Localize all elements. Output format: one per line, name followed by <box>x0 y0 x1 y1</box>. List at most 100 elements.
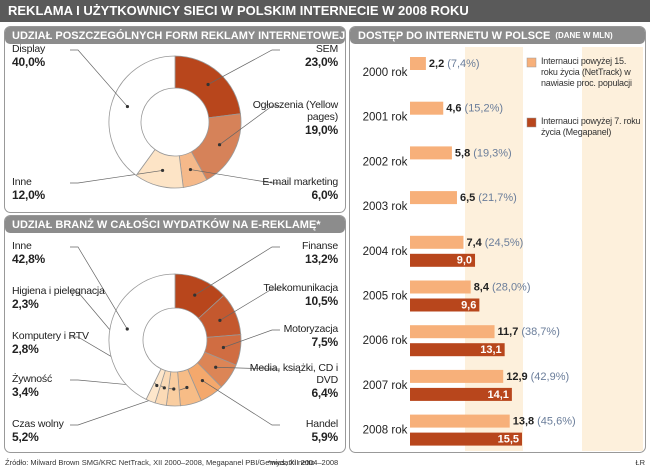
slice-label: SEM 23,0% <box>218 43 338 69</box>
value-label: 5,8 (19,3%) <box>455 147 512 159</box>
leader-line <box>70 49 128 107</box>
share-label: (19,3%) <box>473 147 512 159</box>
value-label: 12,9 (42,9%) <box>506 371 569 383</box>
value-label: 5,9% <box>311 430 338 444</box>
panel <box>4 215 346 453</box>
value-label: 13,1 <box>480 344 501 356</box>
value-label: 3,4% <box>12 385 39 399</box>
stripe <box>582 47 643 451</box>
y-tick-label: 2003 rok <box>363 201 408 213</box>
source: Źródło: Milward Brown SMG/KRC NetTrack, … <box>5 458 338 467</box>
slice-label: Telekomunikacja 10,5% <box>218 282 338 308</box>
leader-dot <box>188 167 193 172</box>
stripe <box>465 47 523 451</box>
bar <box>410 298 480 312</box>
share-label: (7,4%) <box>447 58 479 70</box>
value-label: 9,0 <box>457 255 472 267</box>
leader-line <box>190 169 280 184</box>
y-tick-label: 2002 rok <box>363 156 408 168</box>
leader-dot <box>155 383 159 388</box>
value-label: 4,6 <box>446 103 461 115</box>
y-tick-label: 2008 rok <box>363 425 408 437</box>
value-label: 12,9 <box>506 371 527 383</box>
y-tick-label: 2007 rok <box>363 380 408 392</box>
y-tick-label: 2000 rok <box>363 67 408 79</box>
value-label: 6,5 <box>460 192 475 204</box>
value-label: 11,7 (38,7%) <box>498 326 560 338</box>
slice-label: Komputery i RTV 2,8% <box>12 330 122 356</box>
leader-dot <box>162 386 166 390</box>
value-label: 4,6 (15,2%) <box>446 103 503 115</box>
chart-title: UDZIAŁ BRANŻ W CAŁOŚCI WYDATKÓW NA E-REK… <box>12 218 321 231</box>
panel-header <box>350 27 645 44</box>
slice-label: Handel 5,9% <box>218 418 338 444</box>
leader-line <box>215 366 280 370</box>
share-label: (42,9%) <box>531 371 570 383</box>
slice-label: Media, książki, CD i DVD 6,4% <box>218 362 338 400</box>
share-label: (45,6%) <box>537 416 576 428</box>
value-label: 10,5% <box>304 294 338 308</box>
category-label: Higiena i pielęgnacja <box>12 285 105 297</box>
leader-dot <box>125 104 130 109</box>
bar <box>410 432 522 446</box>
category-label: Żywność <box>12 373 53 385</box>
chart-subtitle: (DANE W MLN) <box>555 31 613 40</box>
leader-line <box>70 170 163 184</box>
slice-label: Higiena i pielęgnacja 2,3% <box>12 285 122 311</box>
bar <box>410 235 464 249</box>
chart-title: DOSTĘP DO INTERNETU W POLSCE (DANE W MLN) <box>358 30 613 42</box>
legend-swatch <box>526 117 537 128</box>
category-label: Handel <box>305 418 338 430</box>
bar <box>410 369 504 383</box>
leader-dot <box>185 385 189 390</box>
leader-dot <box>218 318 222 322</box>
bar <box>410 191 457 205</box>
leader-dot <box>217 143 222 147</box>
share-label: (28,0%) <box>492 281 531 293</box>
leader-dot <box>160 168 165 173</box>
slice-label: Inne 12,0% <box>12 176 122 202</box>
value-label: 8,4 (28,0%) <box>474 281 531 293</box>
slice-label: Finanse 13,2% <box>218 240 338 266</box>
category-label: Media, książki, CD i DVD <box>249 362 338 386</box>
category-label: Komputery i RTV <box>12 330 89 342</box>
panel-header <box>5 216 345 233</box>
category-label: Finanse <box>302 240 338 252</box>
share-label: (15,2%) <box>465 103 504 115</box>
share-label: (21,7%) <box>478 192 517 204</box>
chart-title: UDZIAŁ POSZCZEGÓLNYCH FORM REKLAMY INTER… <box>12 29 345 42</box>
value-label: 2,3% <box>12 297 39 311</box>
y-tick-label: 2001 rok <box>363 112 408 124</box>
footnote: *wydatki netto <box>268 458 315 467</box>
slice-label: Display 40,0% <box>12 43 122 69</box>
value-label: 12,0% <box>12 188 46 202</box>
leader-line <box>219 288 280 321</box>
value-label: 7,5% <box>311 335 338 349</box>
value-label: 42,8% <box>12 252 46 266</box>
leader-line <box>194 246 280 296</box>
title-text: DOSTĘP DO INTERNETU W POLSCE <box>358 30 550 42</box>
value-label: 5,8 <box>455 147 470 159</box>
value-label: 14,1 <box>487 389 508 401</box>
slice-label: Żywność 3,4% <box>12 373 122 399</box>
value-label: 23,0% <box>304 55 338 69</box>
leader-line <box>70 246 128 330</box>
value-label: 6,5 (21,7%) <box>460 192 517 204</box>
slice-label: Czas wolny 5,2% <box>12 418 122 444</box>
legend-entry: Internauci powyżej 7. roku życia (Megapa… <box>541 116 641 137</box>
value-label: 13,8 (45,6%) <box>513 416 576 428</box>
bar <box>410 280 471 294</box>
leader-dot <box>221 345 226 350</box>
value-label: 40,0% <box>12 55 46 69</box>
category-label: Display <box>12 43 46 55</box>
leader-line <box>207 49 280 85</box>
slice <box>108 273 176 400</box>
bar <box>410 146 452 160</box>
leader-dot <box>125 327 129 331</box>
value-label: 6,4% <box>311 386 338 400</box>
category-label: SEM <box>315 43 338 55</box>
panel <box>4 26 346 213</box>
y-tick-label: 2006 rok <box>363 335 408 347</box>
y-tick-label: 2005 rok <box>363 291 408 303</box>
